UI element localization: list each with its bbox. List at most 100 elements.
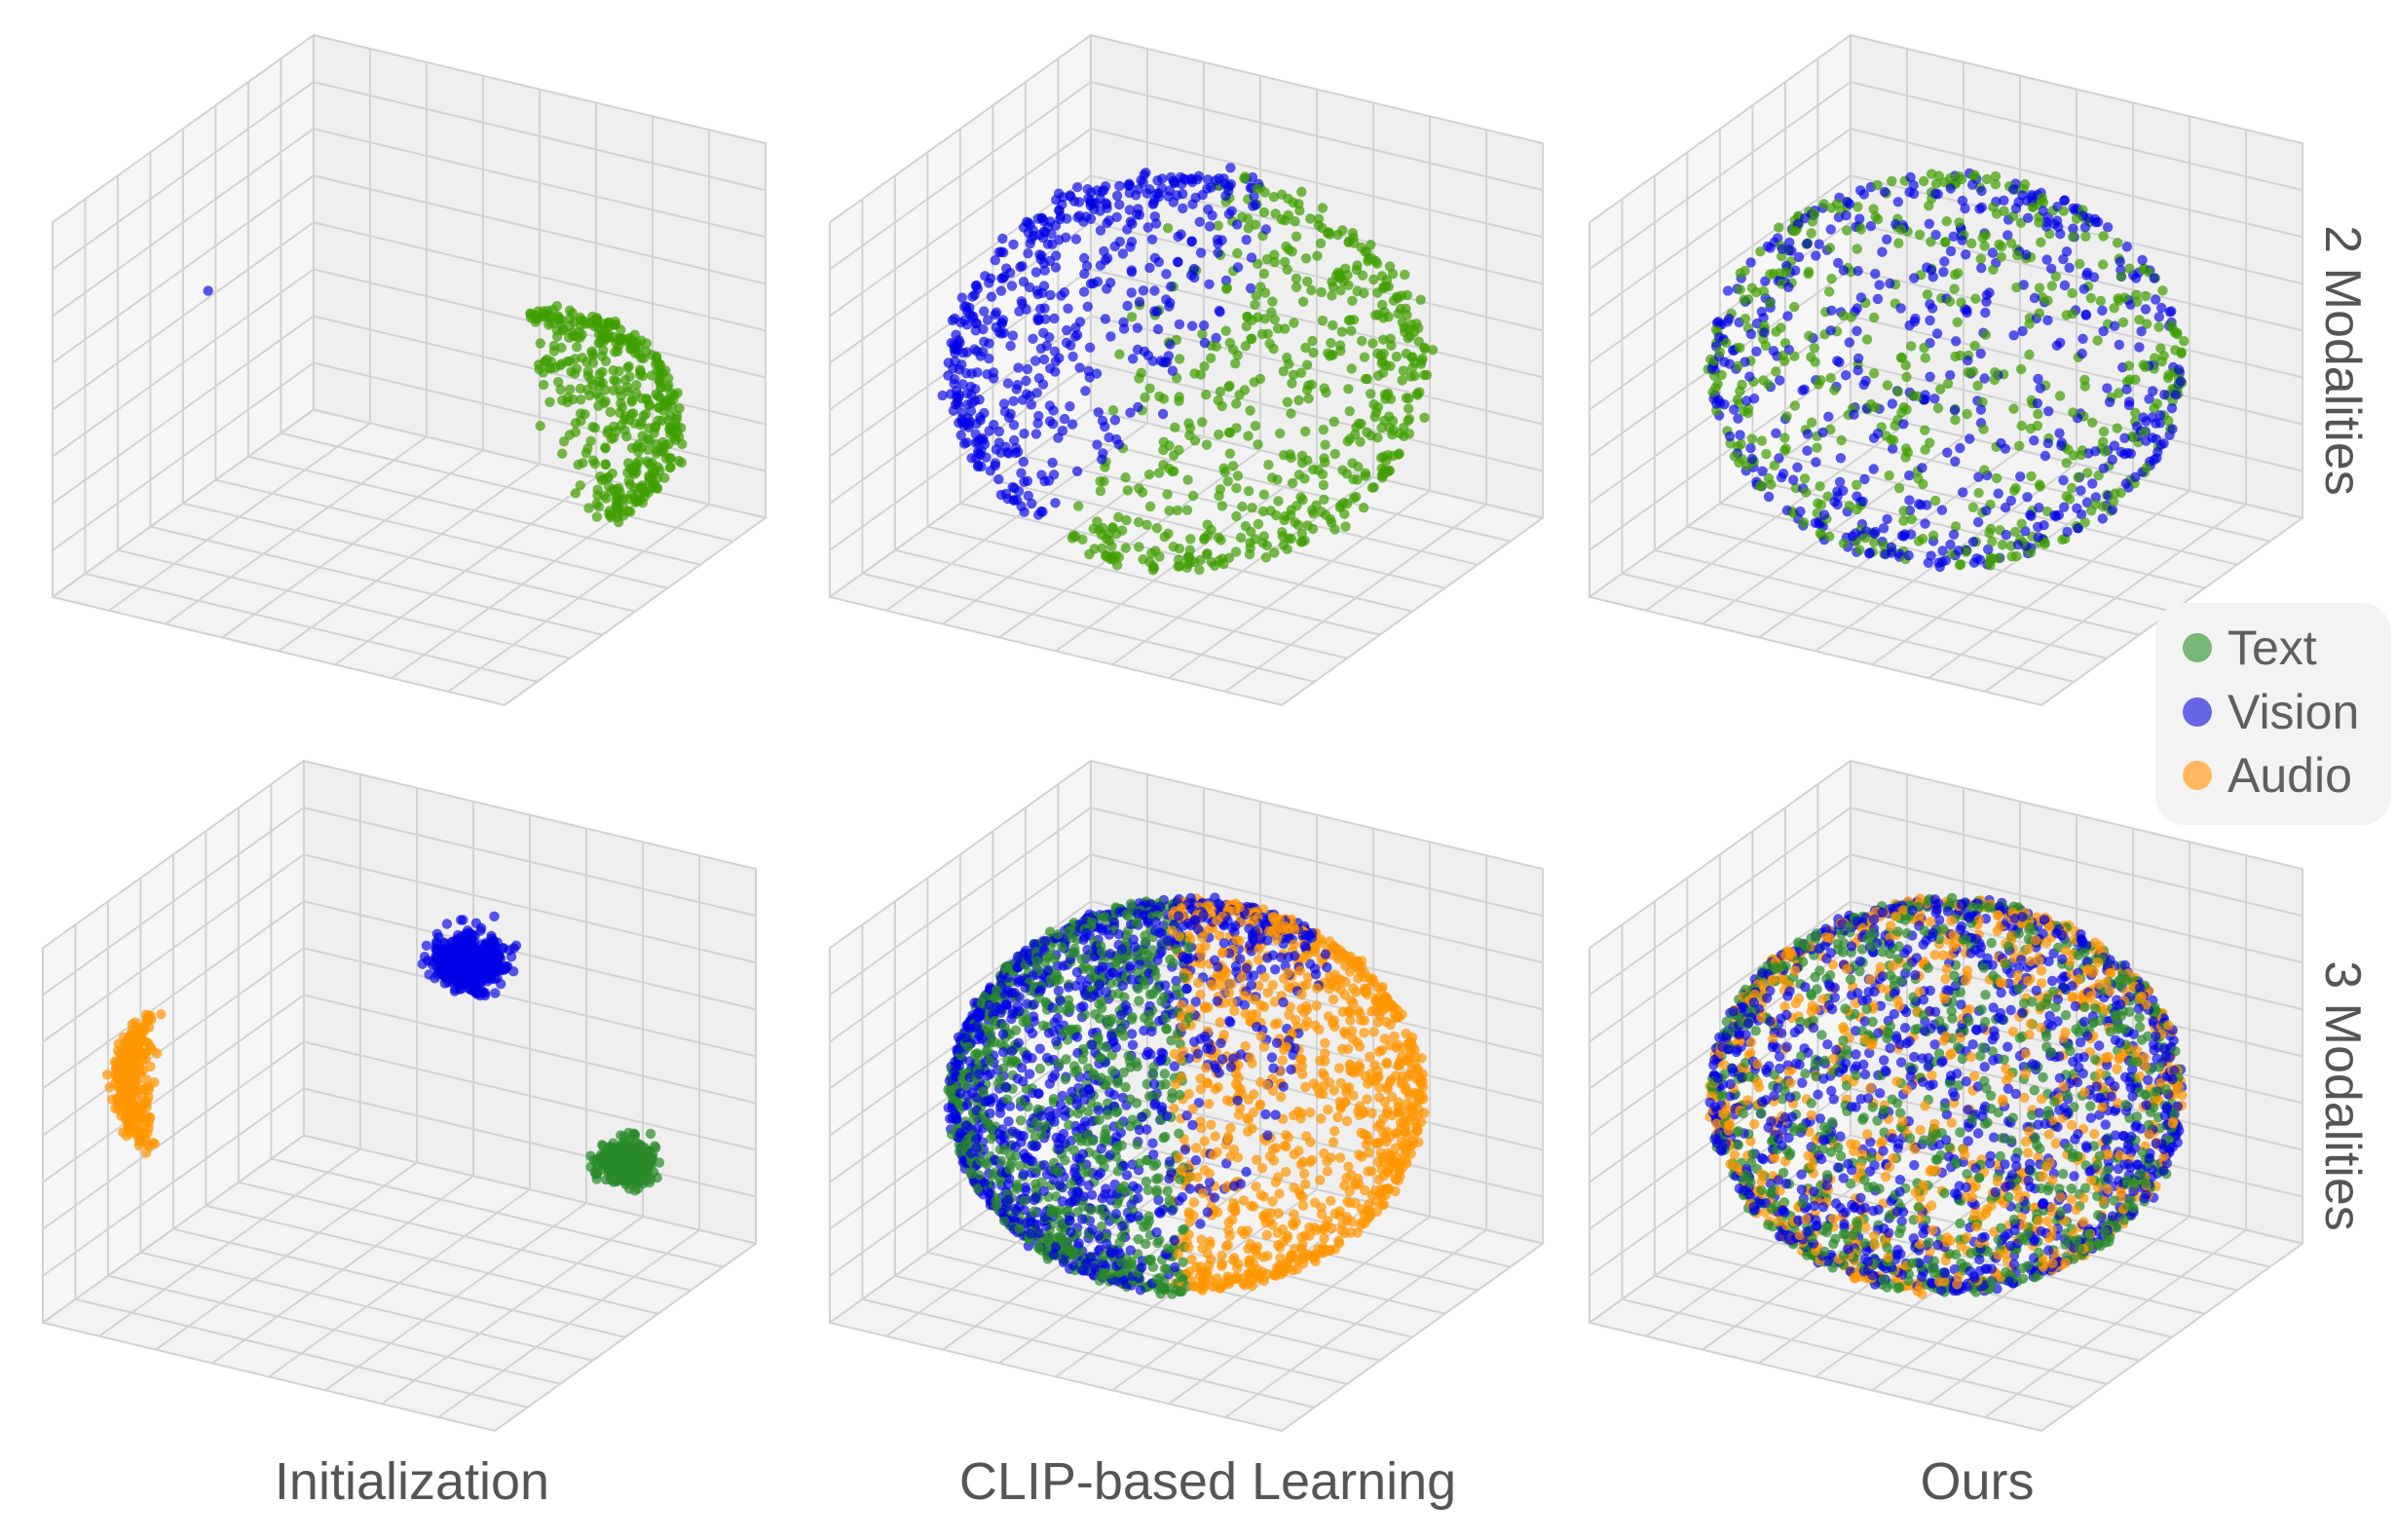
point-vision [1012, 380, 1023, 391]
point-vision [1870, 268, 1881, 280]
point-audio [1169, 1103, 1179, 1114]
point-text [1239, 172, 1250, 184]
point-vision [1199, 337, 1211, 349]
point-audio [123, 1121, 133, 1133]
point-text [621, 1174, 633, 1184]
point-vision [2098, 325, 2109, 337]
point-vision [1711, 398, 1722, 409]
point-vision [1066, 340, 1076, 351]
point-vision [1835, 453, 1847, 464]
point-text [1291, 282, 1302, 292]
point-audio [1173, 1249, 1183, 1259]
point-text [2157, 285, 2168, 296]
point-text [1989, 374, 2000, 386]
point-text [1815, 481, 1825, 492]
point-text [1084, 548, 1095, 560]
point-vision [1751, 346, 1762, 357]
grid-line [504, 516, 767, 706]
point-vision [1724, 431, 1736, 442]
point-text [1348, 473, 1359, 485]
point-text [1106, 1050, 1117, 1061]
point-audio [137, 1065, 149, 1075]
point-text [635, 369, 646, 380]
point-vision [1973, 471, 1984, 482]
point-vision [1024, 1069, 1035, 1079]
point-vision [1152, 175, 1163, 186]
point-text [2066, 482, 2078, 494]
point-vision [1176, 229, 1186, 240]
point-text [1300, 253, 1312, 264]
point-text [652, 483, 662, 494]
point-audio [1195, 1083, 1207, 1095]
point-vision [1187, 199, 1198, 209]
point-vision [2138, 412, 2149, 423]
point-vision [1150, 218, 1162, 229]
point-text [2130, 407, 2141, 418]
point-text [555, 384, 566, 395]
point-vision [956, 292, 967, 303]
point-text [1123, 1050, 1134, 1062]
point-vision [1155, 356, 1166, 366]
point-text [1376, 357, 1387, 369]
point-text [2038, 197, 2049, 208]
point-vision [1735, 430, 1745, 440]
point-vision [1026, 234, 1037, 244]
point-vision [1909, 317, 1920, 327]
point-vision [1009, 434, 1020, 446]
point-text [1383, 312, 1394, 322]
point-text [600, 443, 611, 454]
grid-line [1928, 490, 2190, 679]
point-vision [1050, 220, 1062, 231]
point-vision [1938, 267, 1949, 278]
point-text [1902, 447, 1913, 458]
point-audio [144, 1113, 155, 1124]
point-vision [1745, 442, 1756, 454]
point-vision [1122, 300, 1133, 312]
point-text [1232, 247, 1243, 259]
point-vision [2035, 383, 2045, 394]
point-vision [971, 280, 982, 291]
point-text [1824, 531, 1835, 542]
point-text [601, 1146, 612, 1157]
point-text [1162, 223, 1174, 234]
point-text [1073, 501, 1084, 511]
point-text [1214, 429, 1224, 440]
point-vision [1047, 457, 1058, 469]
point-text [1295, 537, 1307, 547]
point-text [1327, 290, 1337, 301]
point-vision [1082, 301, 1093, 312]
point-vision [459, 931, 470, 943]
point-audio [1329, 969, 1340, 980]
point-vision [1085, 213, 1097, 224]
grid-line [1058, 1157, 1511, 1268]
point-text [1147, 1070, 1158, 1081]
grid-line [182, 502, 636, 613]
point-text [1950, 414, 1961, 426]
point-text [1253, 518, 1264, 530]
point-text [1250, 421, 1261, 432]
point-text [1174, 354, 1185, 364]
point-vision [2041, 254, 2052, 265]
point-text [1427, 345, 1439, 356]
point-text [1372, 348, 1383, 359]
point-text [1798, 517, 1810, 528]
point-text [1400, 269, 1410, 281]
point-text [1296, 458, 1308, 469]
point-vision [2059, 195, 2070, 207]
point-vision [1040, 314, 1051, 324]
point-text [566, 366, 577, 377]
point-text [1721, 337, 1732, 348]
point-text [1153, 468, 1165, 478]
point-text [2036, 237, 2046, 247]
point-text [1824, 243, 1836, 253]
grid-line [313, 221, 767, 332]
point-text [648, 468, 658, 478]
point-text [1868, 368, 1880, 379]
panel-ours-2mod [1576, 19, 2316, 721]
point-text [1846, 312, 1856, 322]
point-text [535, 421, 545, 432]
point-vision [1053, 188, 1065, 199]
point-text [570, 418, 581, 429]
point-text [1206, 557, 1217, 568]
point-text [1977, 232, 1988, 244]
